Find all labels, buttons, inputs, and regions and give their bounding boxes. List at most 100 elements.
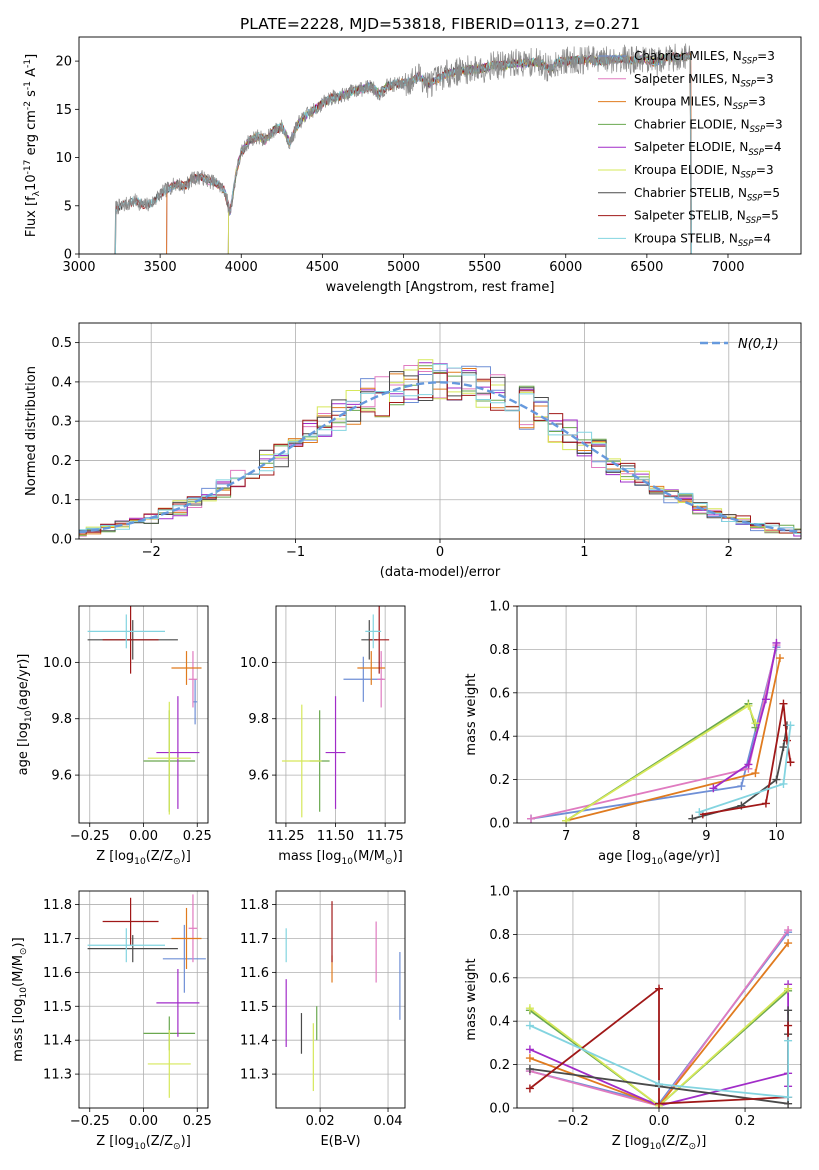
y-tick-label: 10.0 [43, 656, 72, 671]
y-tick-label: 11.8 [43, 898, 72, 913]
y-tick-label: 11.5 [240, 1000, 269, 1015]
mass-weight-line [702, 703, 792, 816]
mass-weight-marker [784, 1036, 793, 1045]
axes-frame [78, 605, 209, 824]
axes-frame [78, 36, 802, 255]
y-tick-label: 0.5 [51, 336, 72, 351]
y-tick-label: 0.4 [51, 375, 72, 390]
y-tick-label: 10.0 [240, 656, 269, 671]
x-tick-label: 1 [580, 545, 588, 560]
y-tick-label: 20 [55, 55, 72, 70]
y-tick-label: 0.8 [489, 643, 510, 658]
y-axis-label: Normed distribution [24, 366, 39, 496]
x-tick-label: −0.25 [70, 829, 110, 844]
mass-weight-marker [737, 782, 746, 791]
y-tick-label: 0.2 [489, 773, 510, 788]
mass-weight-marker [784, 926, 793, 935]
mass-weight-marker [779, 699, 788, 708]
x-tick-label: 5500 [468, 260, 501, 275]
y-tick-label: 11.8 [240, 898, 269, 913]
mass-weight-marker [655, 1080, 663, 1089]
spectrum-model-line [227, 51, 692, 254]
x-tick-label: 6500 [630, 260, 663, 275]
axes-frame [275, 890, 406, 1109]
axes-mass_weight_vs_age: 7 8 9 10 0.0 0.2 0.4 0.6 0.8 1.0 age [log10(age/yr… [464, 600, 802, 867]
y-tick-label: 0 [64, 248, 72, 263]
mass-weight-line [530, 646, 778, 820]
residual-legend: N(0,1) [700, 337, 779, 352]
axes-frame [78, 890, 209, 1109]
y-tick-label: 0.2 [489, 1058, 510, 1073]
mass-weight-marker [784, 939, 793, 948]
legend-label: N(0,1) [738, 337, 779, 352]
x-tick-label: 0.00 [129, 1114, 158, 1129]
mass-weight-marker [655, 1099, 663, 1108]
x-tick-label: 0 [436, 545, 444, 560]
y-tick-label: 0.3 [51, 415, 72, 430]
x-tick-label: 3500 [144, 260, 177, 275]
x-tick-label: 7000 [711, 260, 744, 275]
y-tick-label: 15 [55, 103, 72, 118]
y-tick-label: 10 [55, 151, 72, 166]
y-tick-label: 0.6 [489, 686, 510, 701]
y-tick-label: 0.2 [51, 454, 72, 469]
mass-weight-marker [761, 799, 770, 808]
y-tick-label: 11.3 [43, 1068, 72, 1083]
histogram-step [79, 363, 801, 534]
axes-mass_weight_vs_z: −0.2 0.0 0.2 0.0 0.2 0.4 0.6 0.8 1.0 Z [log10(Z/Z… [464, 885, 802, 1152]
mass-weight-marker [525, 1021, 534, 1030]
spectrum-model-line [115, 52, 692, 254]
y-axis-label: Flux [fλ10-17 erg cm-2 s-1 A-1] [23, 54, 42, 237]
y-axis-label: mass [log10(M/M⊙)] [11, 937, 29, 1061]
plot-area-mass_weight_vs_z [517, 891, 801, 1108]
y-tick-label: 9.6 [51, 769, 72, 784]
legend-label: Chabrier STELIB, NSSP=5 [634, 186, 780, 203]
mass-weight-marker [525, 1004, 534, 1013]
mass-weight-marker [525, 1054, 534, 1063]
x-tick-label: −2 [142, 545, 161, 560]
y-tick-label: 11.5 [43, 1000, 72, 1015]
mass-weight-marker [562, 816, 571, 823]
plot-area-mass_vs_ebv [276, 891, 405, 1108]
x-tick-label: 9 [702, 829, 710, 844]
axes-mass_vs_ebv: 0.02 0.04 11.3 11.4 11.5 11.6 11.7 11.8 E(B-V) [240, 890, 406, 1149]
axes-mass_vs_z: −0.25 0.00 0.25 11.3 11.4 11.5 11.6 11.7 11.8 Z [… [11, 890, 212, 1152]
y-tick-label: 11.6 [240, 966, 269, 981]
x-tick-label: 11.75 [367, 829, 404, 844]
x-tick-label: 8 [632, 829, 640, 844]
legend-label: Kroupa STELIB, NSSP=4 [634, 231, 771, 248]
mass-weight-marker [784, 1093, 793, 1102]
y-tick-label: 0.8 [489, 928, 510, 943]
mass-weight-line [529, 1024, 789, 1099]
mass-weight-marker [525, 1045, 534, 1054]
plot-area-residuals [79, 323, 801, 539]
mass-weight-marker [782, 736, 791, 745]
axes-residuals: −2 −1 0 1 2 0.0 0.1 0.2 0.3 0.4 0.5 (data-model)/er… [24, 322, 802, 580]
normal-curve [79, 381, 801, 534]
legend-label: Salpeter STELIB, NSSP=5 [634, 209, 779, 226]
legend-label: Kroupa MILES, NSSP=3 [634, 95, 766, 112]
x-tick-label: 0.0 [649, 1114, 670, 1129]
x-tick-label: 0.00 [129, 829, 158, 844]
y-tick-label: 11.4 [43, 1034, 72, 1049]
y-tick-label: 9.6 [248, 769, 269, 784]
plot-area-mass_weight_vs_age [517, 606, 801, 823]
x-tick-label: 0.25 [183, 829, 212, 844]
plot-area-age_vs_mass [276, 606, 405, 823]
mass-weight-marker [772, 775, 781, 784]
y-tick-label: 5 [64, 199, 72, 214]
axes-frame [516, 605, 802, 824]
y-tick-label: 11.7 [240, 932, 269, 947]
y-axis-label: age [log10(age/yr)] [16, 654, 34, 776]
x-tick-label: −0.25 [70, 1114, 110, 1129]
mass-weight-marker [779, 779, 788, 788]
x-tick-label: 4000 [225, 260, 258, 275]
y-tick-label: 0.4 [489, 1015, 510, 1030]
x-tick-label: 5000 [387, 260, 420, 275]
mass-weight-line [712, 642, 778, 790]
y-tick-label: 11.6 [43, 966, 72, 981]
x-tick-label: 0.2 [735, 1114, 756, 1129]
x-axis-label: age [log10(age/yr)] [598, 849, 720, 867]
x-tick-label: −1 [286, 545, 305, 560]
